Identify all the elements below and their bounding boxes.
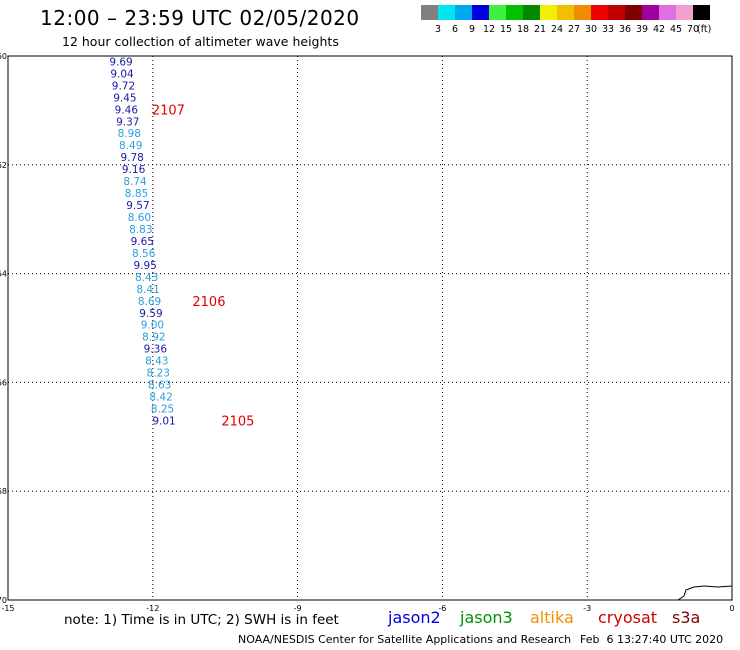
- legend-swatch: [472, 5, 489, 20]
- lat-label: -64: [0, 270, 7, 279]
- timestamp: Feb 6 13:27:40 UTC 2020: [580, 633, 724, 646]
- swh-label: 9.65: [131, 236, 154, 248]
- lon-label: -6: [438, 604, 446, 613]
- legend-label: 12: [482, 24, 496, 35]
- swh-label: 8.74: [123, 176, 147, 188]
- legend-label: 9: [468, 24, 476, 35]
- lat-label: -66: [0, 378, 7, 387]
- satellite-name: altika: [530, 608, 574, 627]
- legend-label: 70: [686, 24, 700, 35]
- lon-label: -3: [583, 604, 591, 613]
- swh-label: 8.23: [147, 368, 170, 380]
- pass-number: 2107: [152, 103, 185, 118]
- swh-label: 8.41: [136, 284, 159, 296]
- swh-label: 9.59: [139, 308, 162, 320]
- swh-label: 9.78: [120, 152, 143, 164]
- lon-label: -9: [294, 604, 302, 613]
- swh-label: 8.25: [151, 404, 174, 416]
- legend-label: 21: [533, 24, 547, 35]
- legend-swatch: [523, 5, 540, 20]
- lon-label: 0: [729, 604, 734, 613]
- swh-label: 8.85: [125, 188, 148, 200]
- legend-swatch: [455, 5, 472, 20]
- swh-label: 8.69: [138, 296, 161, 308]
- swh-label: 8.56: [132, 248, 156, 260]
- legend-unit: (ft): [697, 24, 712, 35]
- legend-label: 15: [499, 24, 513, 35]
- swh-label: 9.57: [126, 200, 149, 212]
- legend-swatch: [421, 5, 438, 20]
- swh-label: 9.95: [133, 260, 156, 272]
- credit-text: NOAA/NESDIS Center for Satellite Applica…: [238, 633, 572, 646]
- legend-swatch: [676, 5, 693, 20]
- lat-label: -62: [0, 161, 7, 170]
- pass-number: 2105: [221, 414, 254, 429]
- legend-swatch: [506, 5, 523, 20]
- legend-label: 42: [652, 24, 666, 35]
- swh-label: 8.43: [145, 356, 168, 368]
- legend-label: 24: [550, 24, 564, 35]
- legend-label: 27: [567, 24, 581, 35]
- lat-label: -60: [0, 52, 7, 61]
- swh-label: 9.45: [113, 92, 136, 104]
- legend-label: 36: [618, 24, 632, 35]
- legend-swatch: [540, 5, 557, 20]
- satellite-name: s3a: [672, 608, 701, 627]
- swh-label: 9.37: [116, 116, 139, 128]
- lat-label: -68: [0, 487, 7, 496]
- legend-label: 18: [516, 24, 530, 35]
- swh-label: 9.69: [109, 56, 132, 68]
- legend-swatch: [438, 5, 455, 20]
- swh-label: 8.43: [135, 272, 158, 284]
- legend-swatch: [659, 5, 676, 20]
- map-title: 12:00 – 23:59 UTC 02/05/2020: [40, 6, 360, 30]
- legend-swatch: [574, 5, 591, 20]
- swh-label: 8.63: [148, 380, 171, 392]
- legend-swatch: [608, 5, 625, 20]
- swh-label: 9.46: [115, 104, 139, 116]
- legend-swatch: [557, 5, 574, 20]
- legend-swatch: [625, 5, 642, 20]
- swh-label: 9.36: [144, 344, 168, 356]
- swh-label: 8.98: [118, 128, 141, 140]
- pass-number: 2106: [192, 295, 225, 310]
- swh-label: 9.00: [141, 320, 164, 332]
- swh-label: 8.49: [119, 140, 142, 152]
- swh-label: 9.04: [110, 68, 134, 80]
- legend-label: 39: [635, 24, 649, 35]
- swh-label: 8.42: [149, 392, 172, 404]
- legend-label: 33: [601, 24, 615, 35]
- footer-note: note: 1) Time is in UTC; 2) SWH is in fe…: [64, 612, 339, 628]
- legend-swatch: [693, 5, 710, 20]
- map-subtitle: 12 hour collection of altimeter wave hei…: [62, 34, 339, 49]
- coastline: [677, 585, 733, 601]
- legend-swatch: [642, 5, 659, 20]
- satellite-name: cryosat: [598, 608, 658, 627]
- legend-swatch: [489, 5, 506, 20]
- swh-label: 9.72: [112, 80, 135, 92]
- map-frame: [7, 55, 733, 601]
- lon-label: -15: [1, 604, 14, 613]
- swh-label: 9.01: [152, 415, 175, 427]
- swh-label: 8.83: [129, 224, 152, 236]
- legend-label: 30: [584, 24, 598, 35]
- lat-label: -70: [0, 596, 7, 605]
- swh-label: 8.92: [142, 332, 165, 344]
- satellite-name: jason2: [388, 608, 441, 627]
- legend-label: 3: [434, 24, 442, 35]
- lon-label: -12: [146, 604, 159, 613]
- legend-label: 6: [451, 24, 459, 35]
- swh-label: 8.60: [128, 212, 151, 224]
- legend-swatch: [591, 5, 608, 20]
- swh-label: 9.16: [122, 164, 146, 176]
- legend-label: 45: [669, 24, 683, 35]
- satellite-name: jason3: [460, 608, 513, 627]
